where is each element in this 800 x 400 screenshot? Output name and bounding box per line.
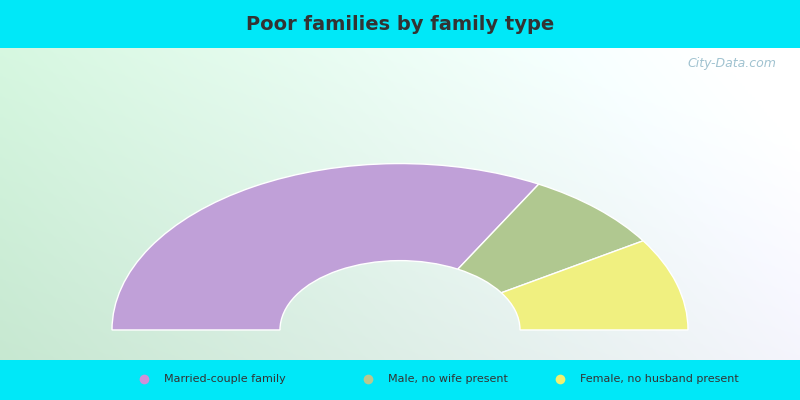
Text: Male, no wife present: Male, no wife present <box>388 374 508 384</box>
Text: Poor families by family type: Poor families by family type <box>246 14 554 34</box>
Wedge shape <box>458 184 643 293</box>
Text: Married-couple family: Married-couple family <box>164 374 286 384</box>
Text: Female, no husband present: Female, no husband present <box>580 374 738 384</box>
Text: City-Data.com: City-Data.com <box>687 57 776 70</box>
Wedge shape <box>502 241 688 330</box>
Wedge shape <box>112 164 538 330</box>
